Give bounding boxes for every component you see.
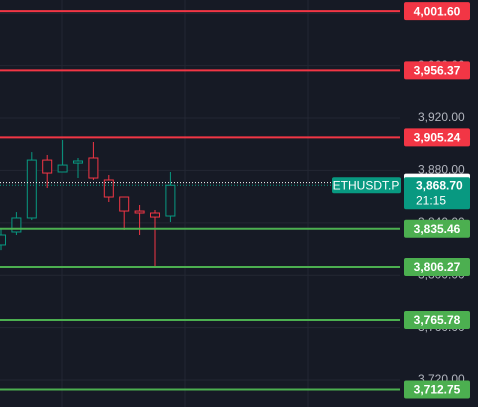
level-label: 3,712.75 <box>414 383 461 397</box>
level-badge <box>404 258 470 277</box>
last-price-label: 3,868.70 <box>416 178 463 192</box>
candle-body <box>73 160 83 164</box>
candle-body <box>57 164 68 173</box>
countdown-label: 21:15 <box>416 193 446 207</box>
candle-body <box>26 159 37 219</box>
symbol-badge <box>332 177 401 194</box>
level-label: 3,835.46 <box>414 222 461 236</box>
level-badge <box>404 311 470 330</box>
candle-body <box>134 210 145 214</box>
candle-body <box>103 179 114 198</box>
last-price-badge <box>404 177 470 210</box>
level-label: 4,001.60 <box>414 4 461 18</box>
level-badge <box>404 380 470 399</box>
y-tick-label: 3,920.00 <box>418 110 465 124</box>
level-label: 3,806.27 <box>414 260 461 274</box>
level-label: 3,765.78 <box>414 313 461 327</box>
candle-body <box>11 217 22 233</box>
level-badge <box>404 61 470 80</box>
candle-body <box>42 159 53 174</box>
candle-body <box>88 157 99 179</box>
candle-body <box>119 196 130 212</box>
y-tick-label: 3,880.00 <box>418 163 465 177</box>
level-label: 3,956.37 <box>414 64 461 78</box>
level-badge <box>404 128 470 147</box>
candle-body <box>165 184 176 217</box>
symbol-label: ETHUSDT.P <box>333 178 400 192</box>
candle-body <box>0 234 6 246</box>
level-badge <box>404 2 470 21</box>
level-badge <box>404 219 470 238</box>
candle-body <box>150 212 160 218</box>
level-label: 3,905.24 <box>414 131 461 145</box>
